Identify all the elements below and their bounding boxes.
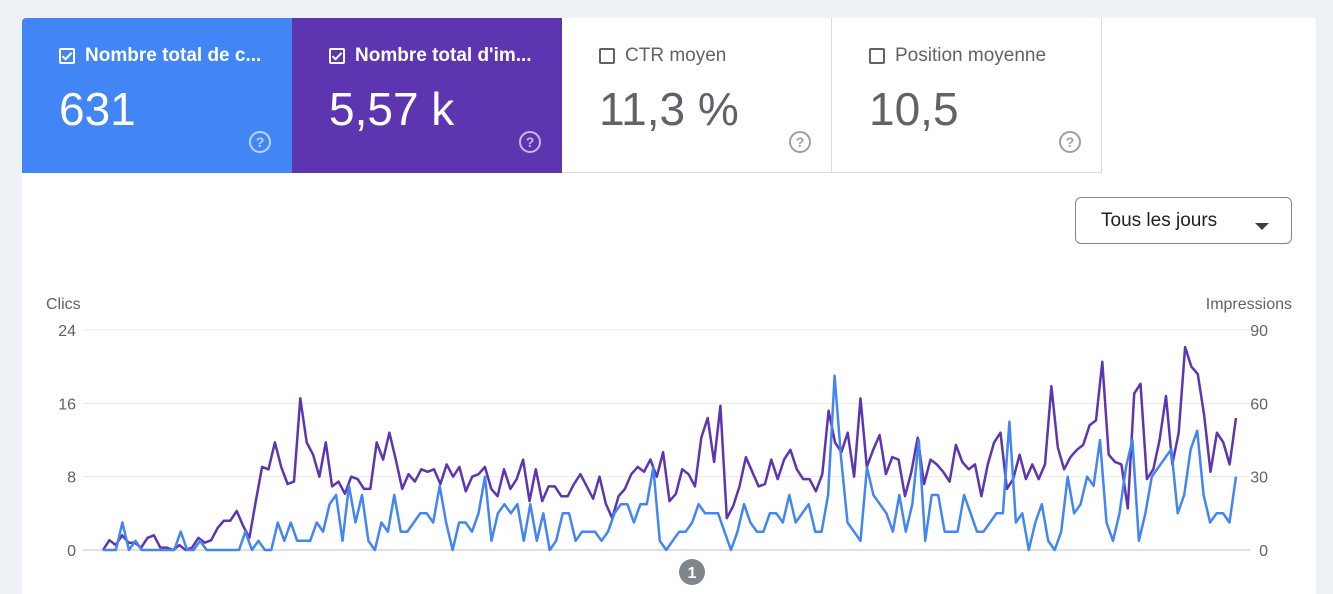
- help-circle-icon[interactable]: ?: [788, 130, 812, 154]
- metric-value: 5,57 k: [329, 83, 455, 135]
- y-tick-label-left: 8: [67, 470, 76, 487]
- y-tick-label-left: 24: [58, 323, 76, 340]
- annotation-badge-label: 1: [688, 565, 697, 582]
- chart-series: [101, 345, 1238, 552]
- checkbox-unchecked-icon[interactable]: [869, 48, 885, 64]
- y-tick-label-left: 16: [58, 396, 76, 413]
- performance-card: Nombre total de c... 631 ? Nombre total …: [22, 18, 1316, 594]
- y-axis-ticks-left: 24 16 8 0: [58, 323, 76, 560]
- y-tick-label-right: 0: [1259, 543, 1268, 560]
- svg-text:?: ?: [796, 134, 805, 150]
- help-circle-icon[interactable]: ?: [518, 130, 542, 154]
- performance-chart: Clics Impressions 24 16 8 0 90 60 30 0 1: [46, 296, 1292, 585]
- metric-value: 631: [59, 83, 136, 135]
- y-tick-label-right: 60: [1250, 396, 1268, 413]
- checkbox-unchecked-icon[interactable]: [599, 48, 615, 64]
- dropdown-selected-value: Tous les jours: [1101, 209, 1218, 231]
- checkbox-checked-icon[interactable]: [59, 48, 75, 64]
- checkbox-checked-icon[interactable]: [329, 48, 345, 64]
- date-granularity-dropdown[interactable]: Tous les jours: [1075, 197, 1292, 244]
- svg-text:?: ?: [256, 134, 265, 150]
- y-tick-label-right: 30: [1250, 470, 1268, 487]
- svg-text:?: ?: [526, 134, 535, 150]
- metric-value: 11,3 %: [599, 83, 739, 135]
- metric-average-position[interactable]: Position moyenne 10,5 ?: [832, 18, 1102, 173]
- y-axis-ticks-right: 90 60 30 0: [1250, 323, 1268, 560]
- y-tick-label-left: 0: [67, 543, 76, 560]
- svg-text:?: ?: [1066, 134, 1075, 150]
- metric-average-ctr[interactable]: CTR moyen 11,3 % ?: [562, 18, 832, 173]
- help-circle-icon[interactable]: ?: [1058, 130, 1082, 154]
- chart-gridlines: [83, 329, 1250, 551]
- y-axis-label-left: Clics: [46, 296, 81, 313]
- help-circle-icon[interactable]: ?: [248, 130, 272, 154]
- caret-down-icon: [1255, 218, 1269, 236]
- series-line-impressions: [101, 345, 1238, 552]
- series-line-clicks: [103, 374, 1238, 552]
- annotation-badge[interactable]: 1: [679, 559, 705, 585]
- y-tick-label-right: 90: [1250, 323, 1268, 340]
- y-axis-label-right: Impressions: [1206, 296, 1292, 313]
- metric-value: 10,5: [869, 83, 959, 135]
- metric-total-clicks[interactable]: Nombre total de c... 631 ?: [22, 18, 292, 173]
- metric-total-impressions[interactable]: Nombre total d'im... 5,57 k ?: [292, 18, 562, 173]
